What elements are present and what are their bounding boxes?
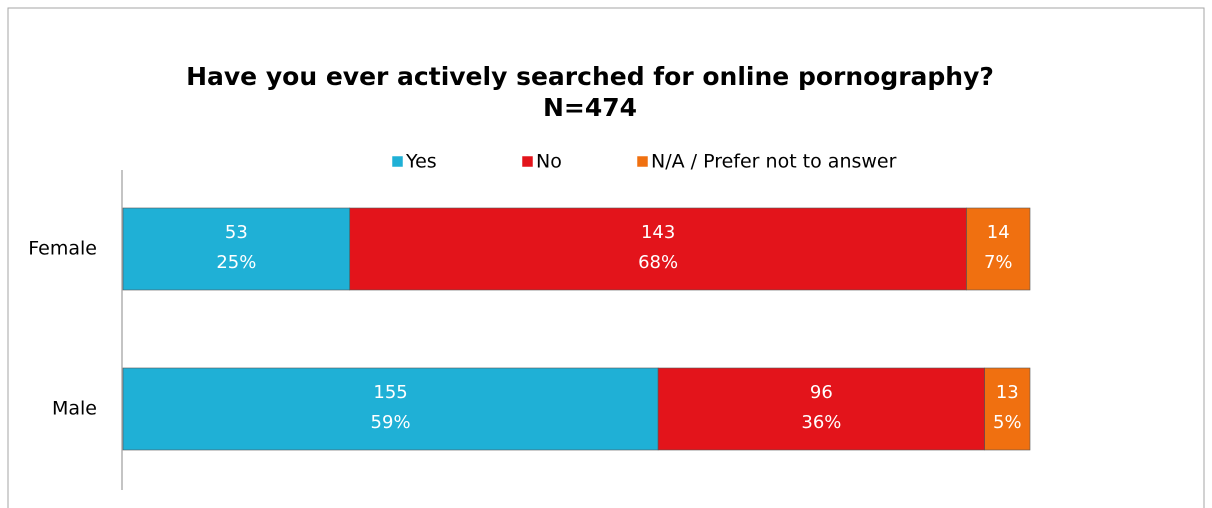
chart-title: Have you ever actively searched for onli… (186, 62, 994, 91)
data-label-count: 96 (810, 382, 833, 403)
data-label-percent: 5% (993, 412, 1022, 433)
bar-segment (349, 207, 967, 291)
data-label-percent: 25% (216, 252, 256, 273)
legend-label: Yes (405, 151, 437, 173)
bar-segment (122, 367, 659, 451)
data-label-percent: 59% (371, 412, 411, 433)
data-label-count: 155 (373, 382, 407, 403)
y-tick-label: Female (28, 238, 97, 260)
bar-segment (122, 207, 351, 291)
chart-border (7, 7, 1205, 508)
legend-label: No (536, 151, 562, 173)
legend-label: N/A / Prefer not to answer (651, 151, 897, 173)
data-label-count: 13 (996, 382, 1019, 403)
bar-segment (657, 367, 985, 451)
data-label-percent: 36% (801, 412, 841, 433)
bar-segment (984, 367, 1031, 451)
legend-swatch (391, 155, 404, 168)
chart-subtitle: N=474 (543, 93, 637, 122)
data-label-percent: 7% (984, 252, 1013, 273)
data-label-percent: 68% (638, 252, 678, 273)
legend-swatch (521, 155, 534, 168)
bar-segment (966, 207, 1031, 291)
data-label-count: 53 (225, 222, 248, 243)
legend-swatch (636, 155, 649, 168)
y-tick-label: Male (52, 398, 97, 420)
data-label-count: 143 (641, 222, 675, 243)
data-label-count: 14 (987, 222, 1010, 243)
